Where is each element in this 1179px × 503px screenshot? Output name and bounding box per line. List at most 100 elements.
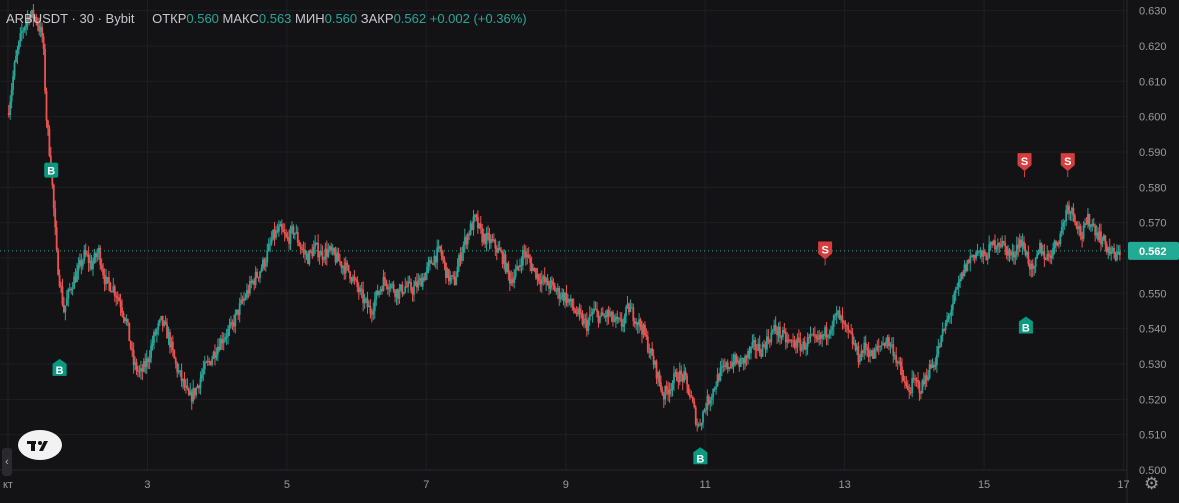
- candle-body: [1084, 223, 1086, 226]
- candle-body: [562, 292, 565, 302]
- candle-body: [818, 334, 821, 340]
- candle-body: [869, 355, 871, 357]
- candle-body: [811, 334, 813, 336]
- candle-body: [160, 315, 163, 320]
- candle-body: [241, 299, 244, 301]
- candle-body: [121, 307, 123, 313]
- candle-body: [1075, 221, 1078, 227]
- candle-body: [174, 358, 177, 364]
- candle-body: [148, 358, 151, 363]
- candle-body: [253, 280, 256, 285]
- candle-body: [587, 320, 590, 331]
- candle-body: [407, 281, 410, 287]
- candle-body: [248, 280, 251, 294]
- candle-body: [404, 286, 407, 293]
- candle-body: [680, 370, 683, 375]
- candle-body: [173, 350, 176, 359]
- candle-body: [739, 358, 742, 367]
- candle-body: [211, 358, 213, 365]
- candle-body: [951, 303, 954, 310]
- marker-label: B: [1022, 323, 1030, 335]
- candle-body: [60, 285, 62, 287]
- candle-body: [243, 298, 245, 301]
- candle-body: [999, 245, 1002, 247]
- symbol-name[interactable]: ARBUSDT: [6, 11, 68, 26]
- candle-body: [301, 248, 304, 250]
- candle-body: [598, 315, 601, 323]
- candle-body: [247, 290, 250, 294]
- time-tick-label: 7: [423, 479, 429, 491]
- candle-body: [703, 409, 706, 412]
- candle-body: [558, 288, 561, 299]
- candle-body: [567, 298, 569, 303]
- price-tick-label: 0.540: [1139, 324, 1167, 336]
- price-tick-label: 0.620: [1139, 41, 1167, 53]
- candle-body: [549, 280, 552, 289]
- candle-body: [630, 307, 633, 309]
- candle-body: [375, 290, 378, 300]
- chevron-left-icon[interactable]: ‹: [2, 448, 12, 476]
- candle-body: [443, 259, 446, 263]
- candle-body: [720, 366, 723, 368]
- tradingview-logo-icon[interactable]: [18, 430, 62, 460]
- candle-body: [967, 260, 970, 263]
- candle-body: [315, 242, 318, 244]
- candle-body: [240, 299, 243, 304]
- candle-body: [385, 280, 388, 287]
- candle-body: [1117, 251, 1120, 253]
- candle-body: [58, 274, 61, 286]
- candle-body: [86, 254, 89, 256]
- candle-body: [917, 380, 919, 383]
- candle-body: [17, 41, 20, 50]
- candle-body: [780, 336, 783, 338]
- candle-body: [1055, 240, 1057, 246]
- candle-body: [659, 382, 662, 390]
- candle-body: [912, 378, 915, 380]
- candle-body: [61, 286, 64, 305]
- candle-body: [767, 336, 770, 342]
- candle-body: [819, 334, 822, 339]
- candle-body: [324, 248, 327, 260]
- candle-body: [548, 285, 550, 289]
- candle-body: [677, 380, 680, 383]
- candle-body: [399, 284, 402, 290]
- candle-body: [1042, 251, 1044, 255]
- candle-body: [580, 312, 582, 315]
- candle-body: [365, 298, 367, 300]
- candle-body: [105, 277, 107, 285]
- candle-body: [752, 340, 755, 342]
- candle-body: [417, 280, 420, 288]
- candle-body: [426, 266, 428, 273]
- candle-body: [1066, 205, 1069, 211]
- candle-body: [501, 251, 504, 265]
- interval-label[interactable]: 30: [79, 11, 94, 26]
- candle-body: [215, 354, 218, 358]
- candle-body: [856, 346, 858, 351]
- candle-body: [583, 318, 585, 325]
- candle-body: [761, 344, 764, 357]
- candle-body: [1069, 212, 1072, 214]
- candle-body: [963, 264, 966, 276]
- candle-body: [230, 322, 232, 326]
- candle-body: [888, 337, 890, 347]
- candle-body: [1056, 242, 1059, 246]
- candle-body: [97, 247, 100, 254]
- gear-icon[interactable]: ⚙: [1144, 474, 1160, 493]
- candle-body: [264, 262, 267, 267]
- candle-body: [440, 249, 443, 256]
- candle-body: [317, 242, 320, 258]
- candle-body: [269, 243, 272, 245]
- candle-body: [1101, 240, 1104, 245]
- candle-body: [1091, 223, 1094, 227]
- candle-body: [893, 355, 896, 357]
- candle-body: [1088, 213, 1091, 227]
- candle-body: [218, 346, 221, 350]
- candle-body: [471, 223, 473, 230]
- candle-body: [803, 341, 806, 350]
- candle-body: [524, 251, 527, 258]
- candle-body: [450, 275, 453, 277]
- candle-body: [514, 270, 517, 277]
- candle-body: [777, 326, 780, 336]
- candle-body: [270, 239, 273, 244]
